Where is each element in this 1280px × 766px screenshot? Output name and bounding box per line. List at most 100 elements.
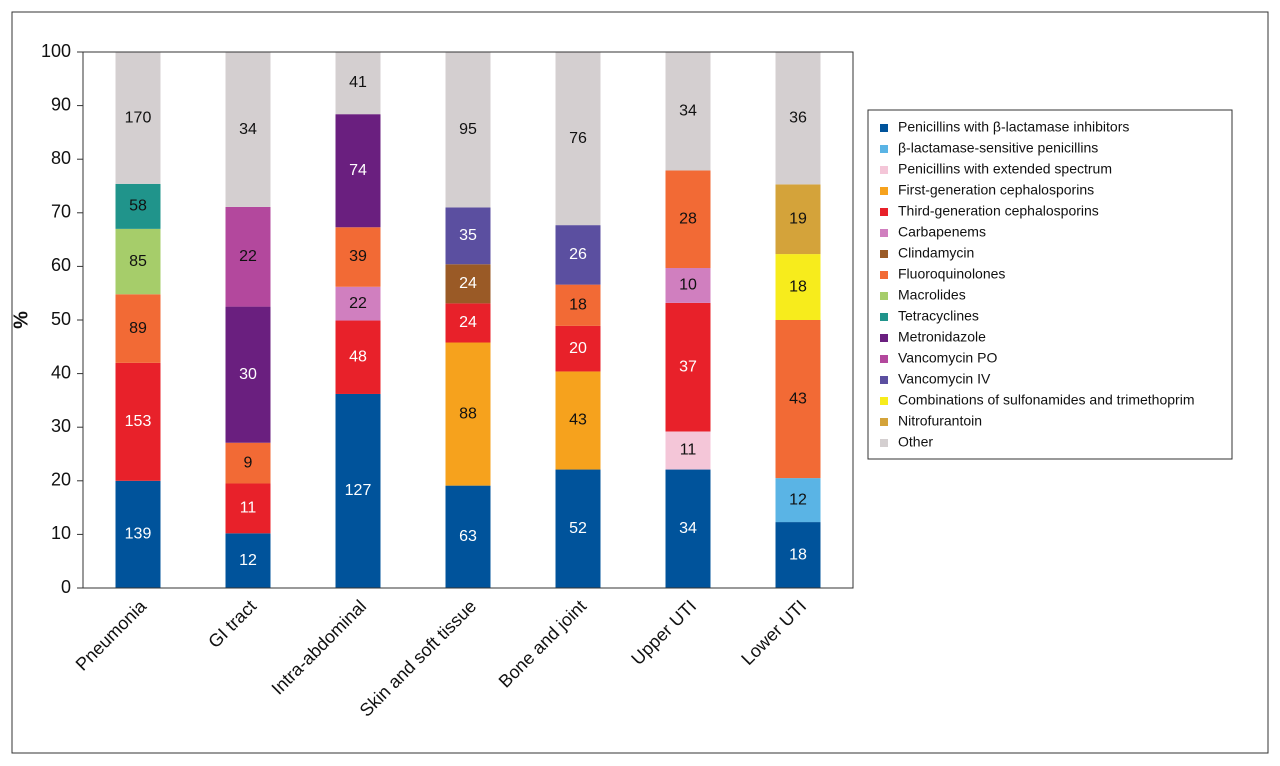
legend-swatch xyxy=(880,418,888,426)
data-label: 11 xyxy=(240,500,257,517)
legend-swatch xyxy=(880,397,888,405)
legend-label: Combinations of sulfonamides and trimeth… xyxy=(898,392,1194,408)
bar-segment xyxy=(225,483,271,534)
data-label: 22 xyxy=(349,295,367,312)
bar-segment xyxy=(445,303,491,343)
bar-segment xyxy=(445,342,491,486)
bar-segment xyxy=(665,431,711,470)
bar-segment xyxy=(225,533,271,588)
bar-segment xyxy=(335,114,381,228)
y-tick-label: 0 xyxy=(61,577,71,597)
frame xyxy=(11,11,1269,754)
bar-segment xyxy=(115,52,161,184)
y-tick-label: 60 xyxy=(51,255,71,275)
legend-swatch xyxy=(880,145,888,153)
data-label: 12 xyxy=(239,552,257,569)
y-tick-label: 50 xyxy=(51,309,71,329)
legend-label: Clindamycin xyxy=(898,245,974,261)
legend-label: Other xyxy=(898,434,933,450)
bar-segment xyxy=(445,485,491,588)
legend-label: Vancomycin PO xyxy=(898,350,997,366)
legend-label: Metronidazole xyxy=(898,329,986,345)
legend-swatch xyxy=(880,439,888,447)
legend-swatch xyxy=(880,208,888,216)
legend-swatch xyxy=(880,313,888,321)
y-tick-label: 30 xyxy=(51,416,71,436)
legend-entries: Penicillins with β-lactamase inhibitors β… xyxy=(880,119,1194,450)
data-label: 41 xyxy=(349,74,367,91)
legend-label: Penicillins with β-lactamase inhibitors xyxy=(898,119,1129,135)
bar-segment xyxy=(665,469,711,588)
data-label: 36 xyxy=(789,109,807,126)
y-tick-label: 80 xyxy=(51,148,71,168)
bar-segment xyxy=(775,478,821,523)
bar-segment xyxy=(335,320,381,394)
legend-swatch xyxy=(880,292,888,300)
plot-frame xyxy=(82,51,854,589)
bar-segment xyxy=(775,184,821,255)
data-label: 37 xyxy=(679,358,697,375)
data-label: 170 xyxy=(125,109,152,126)
data-label: 58 xyxy=(129,198,147,215)
bar-segment xyxy=(555,284,601,326)
data-label: 43 xyxy=(789,390,807,407)
data-label: 89 xyxy=(129,320,147,337)
data-label: 34 xyxy=(679,520,697,537)
legend-swatch xyxy=(880,334,888,342)
x-tick-label: Bone and joint xyxy=(495,596,591,692)
y-tick-label: 20 xyxy=(51,470,71,490)
data-label: 48 xyxy=(349,348,367,365)
data-label: 35 xyxy=(459,227,477,244)
bar-segment xyxy=(555,52,601,226)
data-label: 85 xyxy=(129,253,147,270)
data-label: 39 xyxy=(349,248,367,265)
data-label: 9 xyxy=(244,454,253,471)
data-label: 24 xyxy=(459,275,477,292)
legend xyxy=(867,109,1233,460)
legend-swatch xyxy=(880,166,888,174)
legend-swatch xyxy=(880,229,888,237)
bar-segment xyxy=(115,228,161,295)
bar-segment xyxy=(335,286,381,321)
data-label: 22 xyxy=(239,248,257,265)
legend-label: β-lactamase-sensitive penicillins xyxy=(898,140,1098,156)
bar-segment xyxy=(335,393,381,588)
y-tick-label: 90 xyxy=(51,94,71,114)
data-label: 63 xyxy=(459,528,477,545)
data-label: 19 xyxy=(789,210,807,227)
bar-segment xyxy=(225,306,271,443)
bar-segment xyxy=(775,522,821,588)
data-label: 24 xyxy=(459,314,477,331)
legend-label: Macrolides xyxy=(898,287,966,303)
bar-segment xyxy=(445,207,491,265)
legend-swatch xyxy=(880,355,888,363)
bar-segment xyxy=(555,225,601,285)
bar-segment xyxy=(555,371,601,470)
data-label: 34 xyxy=(239,121,257,138)
x-tick-label: Pneumonia xyxy=(72,595,151,674)
bar-segment xyxy=(775,320,821,479)
data-label: 127 xyxy=(345,482,372,499)
legend-label: Penicillins with extended spectrum xyxy=(898,161,1112,177)
data-label: 95 xyxy=(459,121,477,138)
bar-segment xyxy=(225,442,271,484)
bar-segment xyxy=(665,170,711,269)
data-label: 28 xyxy=(679,210,697,227)
data-label: 76 xyxy=(569,130,587,147)
data-label: 20 xyxy=(569,340,587,357)
data-label: 11 xyxy=(680,442,697,459)
y-tick-label: 40 xyxy=(51,362,71,382)
data-label: 30 xyxy=(239,366,257,383)
data-label: 10 xyxy=(679,277,697,294)
y-tick-label: 70 xyxy=(51,202,71,222)
legend-label: Nitrofurantoin xyxy=(898,413,982,429)
data-label: 18 xyxy=(569,296,587,313)
bar-segment xyxy=(775,52,821,185)
legend-label: First-generation cephalosporins xyxy=(898,182,1094,198)
data-label: 153 xyxy=(125,413,152,430)
x-tick-label: Lower UTI xyxy=(737,596,810,669)
legend-label: Third-generation cephalosporins xyxy=(898,203,1099,219)
legend-swatch xyxy=(880,250,888,258)
data-label: 12 xyxy=(789,491,807,508)
